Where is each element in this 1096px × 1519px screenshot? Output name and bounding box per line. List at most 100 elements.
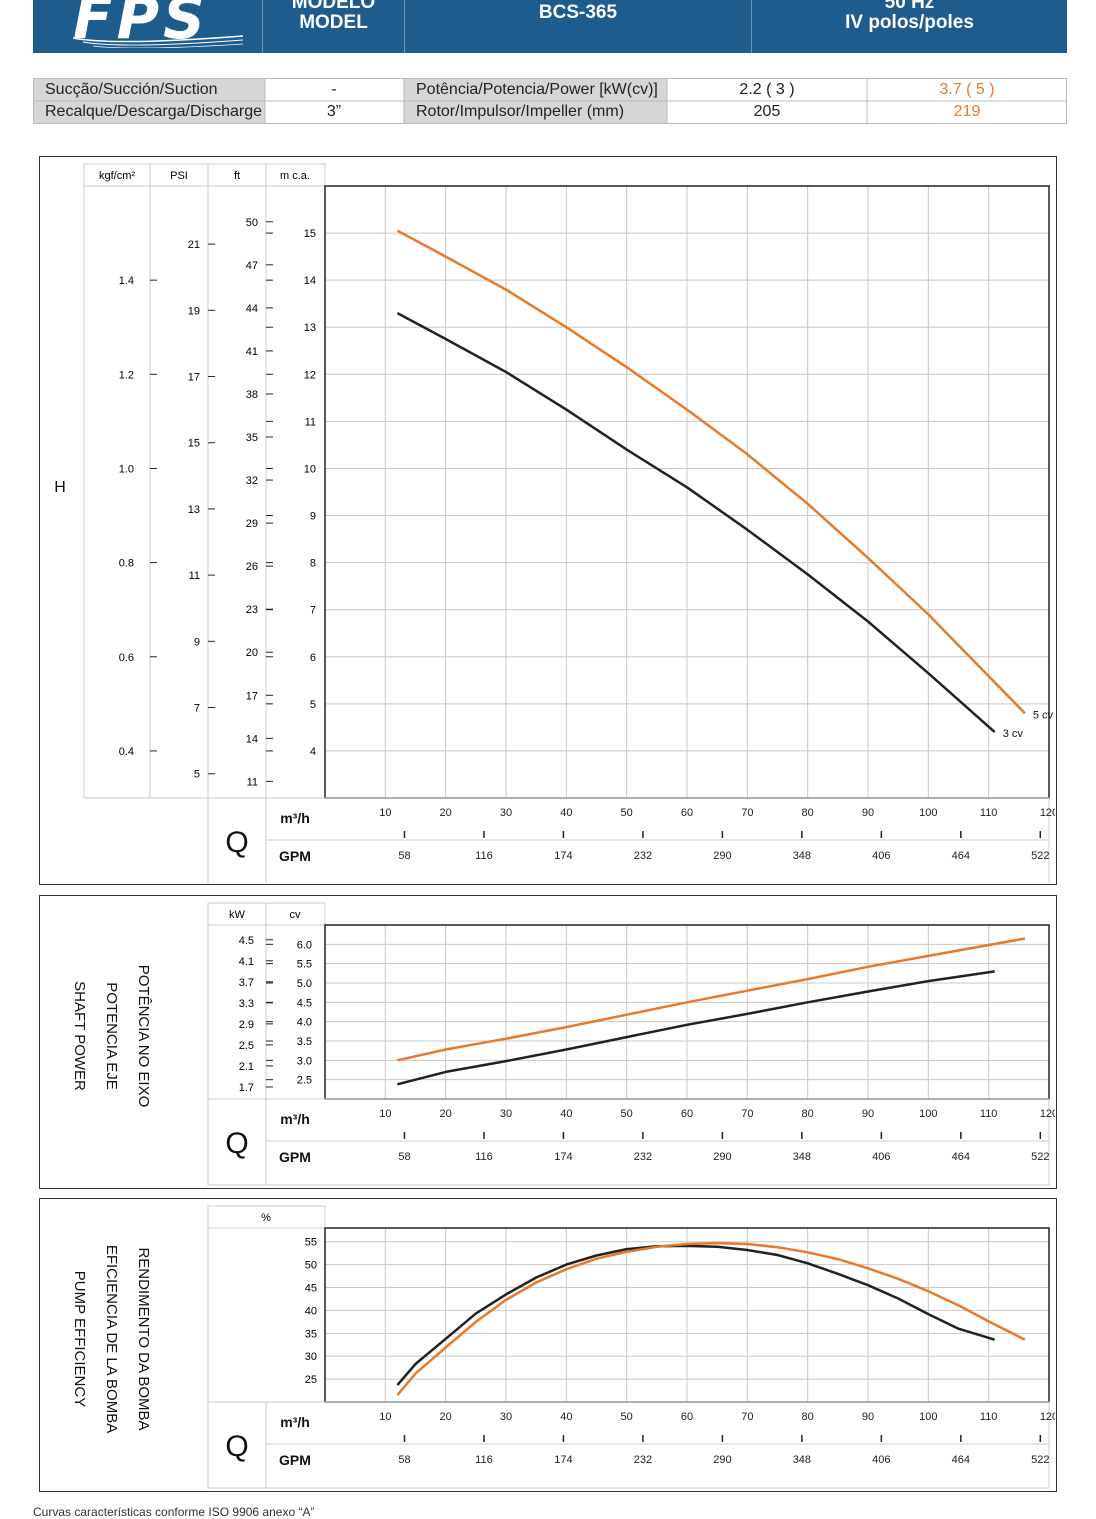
eff-tick-label: 50 bbox=[305, 1260, 317, 1272]
spec-table-grid bbox=[33, 78, 1067, 124]
kgf-header: kgf/cm² bbox=[99, 170, 135, 182]
spec-row-1: Sucção/Succión/Suction - Potência/Potenc… bbox=[33, 79, 1067, 101]
kw-tick-label: 1.7 bbox=[239, 1082, 254, 1094]
gpm-unit-label: GPM bbox=[279, 1149, 311, 1165]
impeller-value-2: 219 bbox=[953, 103, 981, 120]
mca-header: m c.a. bbox=[280, 170, 310, 182]
cv-tick-label: 4.5 bbox=[297, 997, 312, 1009]
footnote: Curvas características conforme ISO 9906… bbox=[33, 1505, 315, 1519]
gpm-tick-label: 116 bbox=[475, 850, 493, 862]
mca-tick-label: 9 bbox=[310, 511, 316, 523]
q-symbol: Q bbox=[225, 826, 248, 859]
gpm-tick-label: 406 bbox=[872, 1454, 890, 1466]
x-tick-label: 120 bbox=[1040, 1411, 1055, 1423]
x-tick-label: 30 bbox=[500, 1108, 512, 1120]
model-name: BCS-365 bbox=[538, 2, 618, 23]
m3h-unit-label: m³/h bbox=[280, 810, 310, 826]
x-tick-label: 20 bbox=[440, 1108, 452, 1120]
x-tick-label: 10 bbox=[379, 1411, 391, 1423]
psi-header: PSI bbox=[170, 170, 188, 182]
discharge-value: 3” bbox=[326, 103, 342, 120]
x-tick-label: 70 bbox=[741, 807, 753, 819]
y-axis-title-line: RENDIMENTO DA BOMBA bbox=[135, 1247, 152, 1430]
x-tick-label: 110 bbox=[980, 1411, 998, 1423]
power-panel: kW cv 2.5 3.0 3.5 4.0 4.5 5.0 5.5 6.0 1.7 2.1 2.5 2.9… bbox=[39, 895, 1058, 1189]
impeller-value-1: 205 bbox=[753, 103, 781, 120]
kw-tick-label: 2.1 bbox=[239, 1061, 254, 1073]
mca-tick-label: 6 bbox=[310, 652, 316, 664]
gpm-tick-label: 58 bbox=[398, 850, 410, 862]
x-tick-label: 80 bbox=[802, 1411, 814, 1423]
ft-tick-label: 29 bbox=[246, 518, 258, 530]
cv-tick-label: 2.5 bbox=[297, 1075, 312, 1087]
gpm-tick-label: 58 bbox=[398, 1454, 410, 1466]
x-tick-label: 70 bbox=[741, 1108, 753, 1120]
kgf-tick-label: 0.6 bbox=[119, 652, 134, 664]
gpm-tick-label: 290 bbox=[713, 850, 731, 862]
y-axis-title-line: EFICIENCIA DE LA BOMBA bbox=[103, 1245, 120, 1433]
discharge-label: Recalque/Descarga/Discharge bbox=[33, 101, 265, 123]
y-axis-title-line: PUMP EFFICIENCY bbox=[71, 1271, 88, 1407]
x-tick-label: 20 bbox=[440, 807, 452, 819]
power-value-1: 2.2 ( 3 ) bbox=[739, 81, 795, 98]
suction-label: Sucção/Succión/Suction bbox=[33, 79, 265, 101]
q-symbol: Q bbox=[225, 1430, 248, 1463]
kgf-tick-label: 0.4 bbox=[119, 746, 134, 758]
gpm-tick-label: 406 bbox=[872, 850, 890, 862]
y-axis-title-line: POTENCIA EJE bbox=[103, 982, 120, 1090]
psi-tick-label: 21 bbox=[188, 239, 200, 251]
kgf-tick-label: 1.0 bbox=[119, 463, 134, 475]
y-axis-title: H bbox=[54, 479, 66, 496]
y-axis-title-line: SHAFT POWER bbox=[71, 981, 88, 1091]
gpm-tick-label: 116 bbox=[475, 1454, 493, 1466]
x-tick-label: 40 bbox=[560, 807, 572, 819]
head-panel: kgf/cm² PSI ft m c.a. 4 5 6 7 8 9 10 11 12 13 14 15 1.4 1… bbox=[39, 156, 1058, 885]
gpm-tick-label: 174 bbox=[554, 850, 572, 862]
ft-header: ft bbox=[234, 170, 240, 182]
ft-tick-label: 32 bbox=[246, 475, 258, 487]
kgf-tick-label: 1.4 bbox=[119, 275, 134, 287]
x-tick-label: 90 bbox=[862, 1108, 874, 1120]
gpm-unit-label: GPM bbox=[279, 848, 311, 864]
cv-tick-label: 4.0 bbox=[297, 1017, 312, 1029]
cv-header: cv bbox=[290, 909, 302, 921]
x-tick-label: 80 bbox=[802, 807, 814, 819]
kw-tick-label: 3.3 bbox=[239, 998, 254, 1010]
ft-tick-label: 17 bbox=[246, 690, 258, 702]
efficiency-chart: % 25 30 35 40 45 50 55 PUMP EFFICIENCY EFICIENCIA… bbox=[71, 1205, 1058, 1489]
psi-tick-label: 5 bbox=[194, 769, 200, 781]
gpm-tick-label: 406 bbox=[872, 1151, 890, 1163]
cv-tick-label: 5.0 bbox=[297, 978, 312, 990]
gpm-tick-label: 522 bbox=[1031, 1454, 1049, 1466]
eff-tick-label: 25 bbox=[305, 1374, 317, 1386]
x-tick-label: 10 bbox=[379, 1108, 391, 1120]
x-tick-label: 100 bbox=[919, 807, 937, 819]
series-label: 3 cv bbox=[1003, 728, 1024, 740]
kgf-tick-label: 0.8 bbox=[119, 558, 134, 570]
cv-tick-label: 6.0 bbox=[297, 939, 312, 951]
ft-tick-label: 23 bbox=[246, 604, 258, 616]
cv-tick-label: 3.5 bbox=[297, 1036, 312, 1048]
cv-tick-label: 3.0 bbox=[297, 1055, 312, 1067]
x-tick-label: 60 bbox=[681, 1411, 693, 1423]
m3h-unit-label: m³/h bbox=[280, 1414, 310, 1430]
x-tick-label: 60 bbox=[681, 1108, 693, 1120]
y-axis-title: PUMP EFFICIENCY EFICIENCIA DE LA BOMBA REN… bbox=[71, 1245, 152, 1433]
x-tick-label: 10 bbox=[379, 807, 391, 819]
efficiency-panel: % 25 30 35 40 45 50 55 PUMP EFFICIENCY EFICIENCIA… bbox=[39, 1198, 1058, 1492]
gpm-tick-label: 348 bbox=[793, 1151, 811, 1163]
scale-block bbox=[83, 163, 326, 799]
header-bar: FPS MODELO MODEL BCS-365 50 Hz IV polos/… bbox=[33, 0, 1067, 53]
power-curve-3cv bbox=[397, 970, 995, 1086]
kw-tick-label: 2.5 bbox=[239, 1040, 254, 1052]
x-tick-label: 120 bbox=[1040, 807, 1055, 819]
eff-tick-label: 35 bbox=[305, 1328, 317, 1340]
x-tick-label: 50 bbox=[621, 1108, 633, 1120]
mca-tick-label: 11 bbox=[305, 416, 316, 428]
q-symbol: Q bbox=[225, 1127, 248, 1160]
mca-tick-label: 12 bbox=[304, 369, 316, 381]
gpm-unit-label: GPM bbox=[279, 1452, 311, 1468]
x-tick-label: 90 bbox=[862, 807, 874, 819]
ft-tick-label: 11 bbox=[247, 776, 258, 788]
eff-scale-block bbox=[207, 1205, 326, 1403]
